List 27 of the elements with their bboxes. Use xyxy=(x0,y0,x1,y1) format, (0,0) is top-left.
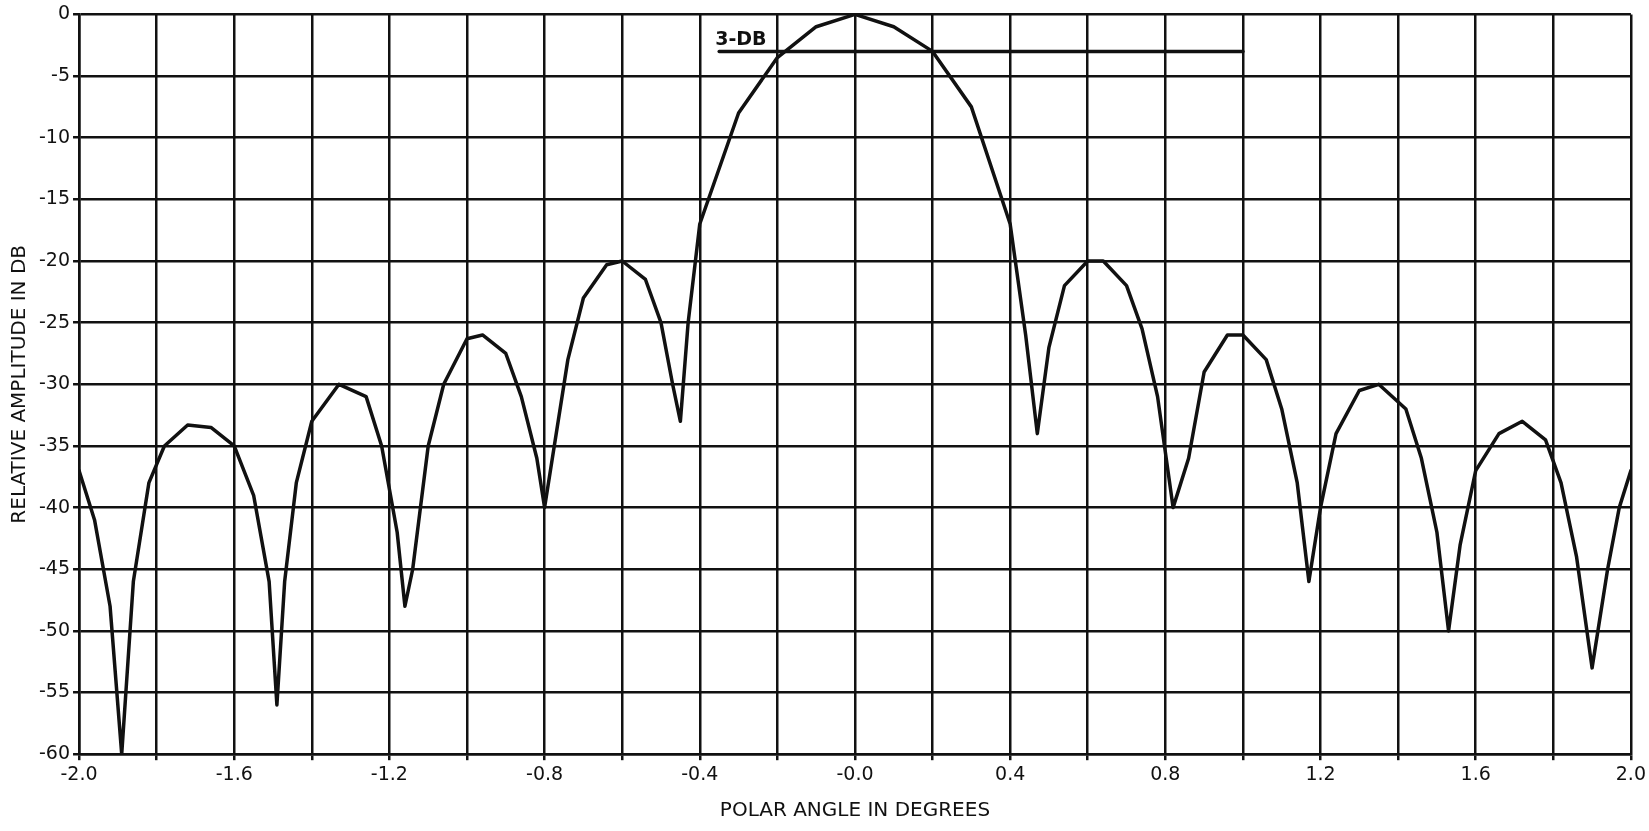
x-tick-label: -1.2 xyxy=(370,761,408,784)
y-tick-label: -60 xyxy=(38,741,71,764)
y-tick-label: -50 xyxy=(38,617,71,640)
x-tick-label: 2.0 xyxy=(1615,761,1646,784)
y-tick-label: -45 xyxy=(38,556,71,579)
x-tick-label: -2.0 xyxy=(60,761,98,784)
y-tick-label: -5 xyxy=(51,62,71,85)
y-axis-title: RELATIVE AMPLITUDE IN DB xyxy=(6,244,31,524)
x-tick-label: 0.8 xyxy=(1150,761,1181,784)
x-tick-label: -1.6 xyxy=(215,761,253,784)
x-tick-label: 1.2 xyxy=(1305,761,1336,784)
y-tick-label: -20 xyxy=(38,247,71,270)
y-tick-label: 0 xyxy=(57,1,71,24)
x-tick-label: 1.6 xyxy=(1460,761,1491,784)
x-tick-label: -0.0 xyxy=(836,761,874,784)
y-tick-label: -40 xyxy=(38,494,71,517)
y-tick-label: -30 xyxy=(38,371,71,394)
x-tick-label: 0.4 xyxy=(995,761,1026,784)
x-tick-label: -0.8 xyxy=(526,761,564,784)
annotation: 3-DB xyxy=(715,26,767,49)
y-tick-label: -35 xyxy=(38,432,71,455)
y-tick-label: -15 xyxy=(38,186,71,209)
x-axis-title: POLAR ANGLE IN DEGREES xyxy=(719,797,991,822)
x-tick-label: -0.4 xyxy=(681,761,719,784)
y-tick-label: -10 xyxy=(38,124,71,147)
y-tick-label: -25 xyxy=(38,309,71,332)
y-tick-label: -55 xyxy=(38,679,71,702)
